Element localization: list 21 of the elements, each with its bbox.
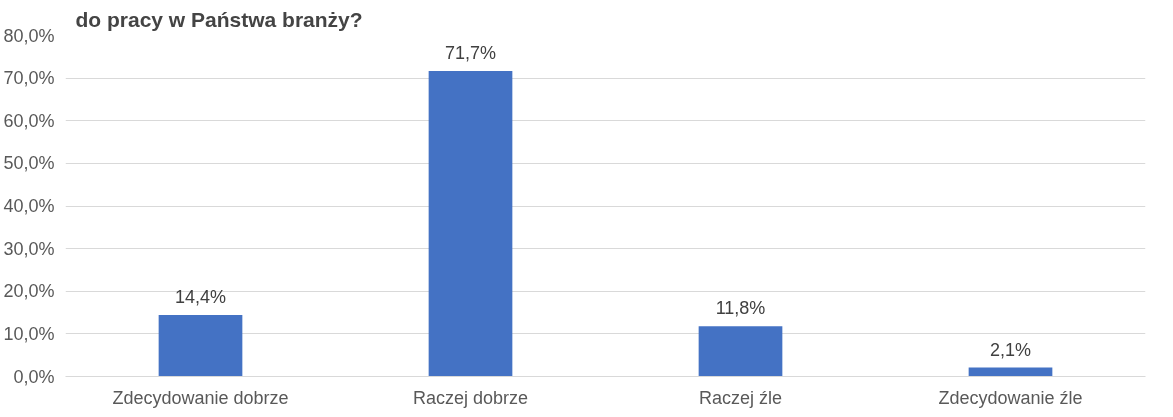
x-tick-label: Zdecydowanie źle — [938, 387, 1083, 408]
y-tick-label: 50,0% — [3, 153, 55, 174]
bar — [428, 70, 513, 377]
chart-title: do pracy w Państwa branży? — [75, 7, 363, 31]
bar — [158, 315, 243, 377]
data-label: 11,8% — [715, 298, 766, 319]
y-tick-label: 0,0% — [13, 366, 55, 387]
y-tick-label: 10,0% — [3, 323, 55, 344]
y-tick-label: 40,0% — [3, 196, 55, 216]
y-tick-label: 30,0% — [3, 238, 55, 259]
data-label: 71,7% — [444, 42, 497, 63]
x-tick-label: Raczej źle — [698, 387, 783, 408]
data-label: 2,1% — [989, 339, 1032, 360]
bar — [698, 326, 783, 377]
y-tick-label: 70,0% — [3, 68, 55, 89]
x-tick-label: Zdecydowanie dobrze — [112, 387, 289, 408]
y-tick-label: 20,0% — [3, 281, 55, 302]
y-tick-label: 60,0% — [3, 110, 55, 131]
y-tick-label: 80,0% — [3, 25, 55, 46]
x-tick-label: Raczej dobrze — [412, 387, 529, 408]
data-label: 14,4% — [174, 287, 227, 308]
